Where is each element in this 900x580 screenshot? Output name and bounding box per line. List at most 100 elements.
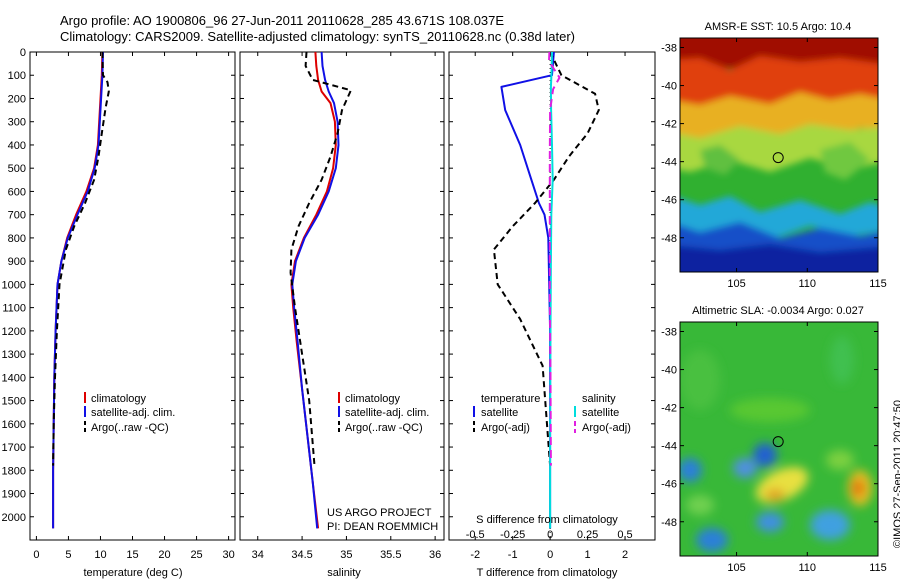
legend-swatch-s-argo: [574, 421, 576, 426]
y-tick-label: 1200: [2, 326, 26, 338]
x-tick-label: 25: [190, 549, 202, 561]
y-tick-label: 1000: [2, 279, 26, 291]
series-line: [492, 51, 600, 466]
x-tick-label: 20: [158, 549, 170, 561]
y-tick-label: -38: [661, 43, 677, 55]
legend-swatch-t-satellite: [473, 406, 475, 417]
plot-frame: [29, 51, 236, 541]
legend-label: Argo(..raw -QC): [345, 422, 423, 434]
temperature-axis-label: temperature (deg C): [83, 567, 182, 579]
difference-panel: -2 -1 0 1 2 -0.5 -0.25 0 0.25 0.5: [448, 51, 656, 561]
sst-map-title: AMSR-E SST: 10.5 Argo: 10.4: [705, 21, 852, 33]
legend-title-temperature: temperature: [481, 393, 540, 405]
y-tick-label: 600: [8, 186, 26, 198]
difference-legend: temperature satellite Argo(-adj) salinit…: [473, 393, 631, 434]
t-difference-axis-label: T difference from climatology: [477, 567, 618, 579]
x-tick-label: 35.5: [380, 549, 401, 561]
pi-annotation: PI: DEAN ROEMMICH: [327, 521, 438, 533]
y-tick-label: -42: [661, 403, 677, 415]
x-tick-label: 0: [33, 549, 39, 561]
y-tick-label: 1900: [2, 489, 26, 501]
y-tick-label: 300: [8, 117, 26, 129]
legend-swatch-s-satellite: [574, 406, 576, 417]
x-tick-label: 110: [799, 562, 817, 574]
y-tick-label: 500: [8, 163, 26, 175]
y-tick-label: 200: [8, 93, 26, 105]
legend-label: Argo(-adj): [582, 422, 631, 434]
sst-map-axes: 105 110 115 -38 -40 -42 -44 -46 -48: [661, 38, 887, 290]
series-line: [548, 51, 561, 466]
x2-tick-label: 0.25: [577, 529, 598, 541]
plot-frame: [239, 51, 445, 541]
series-line: [52, 51, 110, 466]
sla-argo-marker: [772, 436, 784, 448]
x-tick-label: 0: [547, 549, 553, 561]
x-tick-label: 105: [727, 562, 745, 574]
x-tick-label: 34.5: [291, 549, 312, 561]
sst-map-heatmap: [680, 38, 878, 272]
y-tick-label: 0: [20, 47, 26, 59]
x2-tick-label: 0.5: [617, 529, 632, 541]
x-tick-label: 5: [65, 549, 71, 561]
y-tick-label: 1700: [2, 442, 26, 454]
y-tick-label: -40: [661, 365, 677, 377]
x-tick-label: 105: [727, 278, 745, 290]
legend-label: satellite: [582, 407, 619, 419]
y-tick-label: -40: [661, 81, 677, 93]
y-tick-label: 900: [8, 256, 26, 268]
y-tick-label: -48: [661, 517, 677, 529]
legend-label: Argo(-adj): [481, 422, 530, 434]
y-tick-label: 800: [8, 233, 26, 245]
sla-map-heatmap: [680, 322, 878, 556]
x-tick-label: 34: [252, 549, 264, 561]
y-tick-label: 1500: [2, 396, 26, 408]
legend-label: climatology: [345, 393, 401, 405]
x-tick-label: 115: [869, 562, 887, 574]
salinity-panel: 34 34.5 35 35.5 36: [239, 51, 445, 561]
legend-swatch-satellite: [84, 406, 86, 417]
y-tick-label: 100: [8, 70, 26, 82]
y-tick-label: -38: [661, 327, 677, 339]
y-tick-label: 1300: [2, 349, 26, 361]
series-line: [291, 51, 340, 529]
salinity-legend: climatology satellite-adj. clim. Argo(..…: [338, 392, 429, 434]
y-tick-label: -44: [661, 157, 677, 169]
legend-swatch-argo: [84, 421, 86, 425]
temperature-legend: climatology satellite-adj. clim. Argo(..…: [84, 392, 175, 434]
legend-swatch-climatology: [338, 392, 340, 403]
x-tick-label: -1: [508, 549, 518, 561]
legend-label: satellite: [481, 407, 518, 419]
y-tick-label: 1800: [2, 465, 26, 477]
series-line: [289, 51, 352, 466]
x-tick-label: 30: [222, 549, 234, 561]
y-tick-label: 2000: [2, 512, 26, 524]
x-tick-label: 2: [622, 549, 628, 561]
legend-swatch-argo: [338, 421, 340, 425]
salinity-axis-label: salinity: [327, 567, 361, 579]
y-tick-label: 1400: [2, 372, 26, 384]
plot-title-line2: Climatology: CARS2009. Satellite-adjuste…: [60, 29, 575, 44]
y-tick-label: 1100: [2, 303, 26, 315]
sst-argo-marker: [772, 152, 784, 164]
legend-title-salinity: salinity: [582, 393, 616, 405]
s-difference-axis-label: S difference from climatology: [476, 514, 618, 526]
legend-swatch-t-argo: [473, 421, 475, 425]
legend-swatch-satellite: [338, 406, 340, 417]
x-tick-label: 110: [799, 278, 817, 290]
x-tick-label: 115: [869, 278, 887, 290]
project-annotation: US ARGO PROJECT: [327, 507, 432, 519]
series-line: [52, 51, 104, 529]
legend-label: satellite-adj. clim.: [91, 407, 175, 419]
y-tick-label: 700: [8, 210, 26, 222]
legend-label: satellite-adj. clim.: [345, 407, 429, 419]
x-tick-label: 15: [126, 549, 138, 561]
legend-swatch-climatology: [84, 392, 86, 403]
y-tick-label: -42: [661, 119, 677, 131]
temperature-panel: 0100200300400500600700800900100011001200…: [2, 47, 236, 561]
x2-tick-label: 0: [547, 529, 553, 541]
y-tick-label: -46: [661, 195, 677, 207]
y-tick-label: 400: [8, 140, 26, 152]
y-tick-label: -44: [661, 441, 677, 453]
sla-map-frame: [679, 321, 879, 557]
